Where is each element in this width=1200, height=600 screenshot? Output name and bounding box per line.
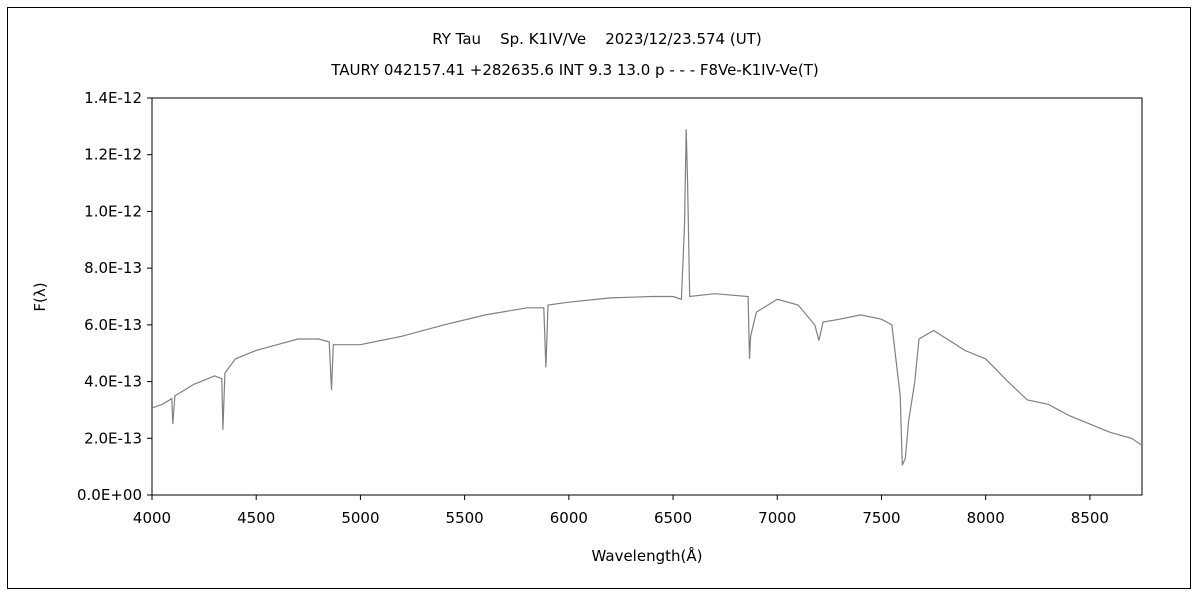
y-tick-label: 2.0E-13 [84,429,142,447]
x-tick-label: 8000 [967,509,1005,527]
x-tick-label: 7000 [758,509,796,527]
chart-title: RY Tau Sp. K1IV/Ve 2023/12/23.574 (UT) [432,30,761,48]
x-tick-label: 8500 [1071,509,1109,527]
x-tick-label: 4500 [237,509,275,527]
y-tick-label: 4.0E-13 [84,373,142,391]
y-tick-label: 6.0E-13 [84,316,142,334]
y-tick-label: 1.4E-12 [84,89,142,107]
plot-area [151,97,1143,496]
spectrum-line [151,129,1143,466]
x-axis-label: Wavelength(Å) [592,546,703,565]
x-tick-label: 5500 [446,509,484,527]
x-tick-label: 5000 [341,509,379,527]
chart-subtitle: TAURY 042157.41 +282635.6 INT 9.3 13.0 p… [330,61,818,79]
y-tick-label: 0.0E+00 [77,486,142,504]
x-tick-label: 7500 [862,509,900,527]
y-tick-label: 1.0E-12 [84,202,142,220]
x-tick-label: 4000 [133,509,171,527]
x-tick-label: 6000 [550,509,588,527]
y-tick-label: 8.0E-13 [84,259,142,277]
x-tick-label: 6500 [654,509,692,527]
y-tick-label: 1.2E-12 [84,146,142,164]
chart-frame [7,7,1191,589]
y-axis-label: F(λ) [31,282,49,311]
